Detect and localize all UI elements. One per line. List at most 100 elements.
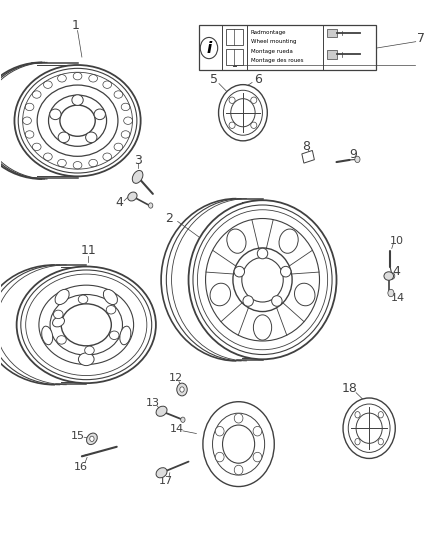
Ellipse shape xyxy=(61,304,111,346)
Ellipse shape xyxy=(132,171,143,183)
Text: 14: 14 xyxy=(391,293,406,303)
Ellipse shape xyxy=(78,295,88,304)
Text: 12: 12 xyxy=(169,373,183,383)
Text: 8: 8 xyxy=(302,140,310,153)
Bar xyxy=(226,29,243,45)
Circle shape xyxy=(388,289,394,297)
Ellipse shape xyxy=(251,97,257,103)
Ellipse shape xyxy=(212,413,265,475)
Ellipse shape xyxy=(257,248,268,259)
Text: 1: 1 xyxy=(71,19,79,32)
Ellipse shape xyxy=(227,229,246,253)
Ellipse shape xyxy=(355,411,360,418)
Ellipse shape xyxy=(156,467,167,478)
Ellipse shape xyxy=(49,95,106,146)
Ellipse shape xyxy=(378,439,383,445)
Ellipse shape xyxy=(356,413,382,443)
Text: Montage des roues: Montage des roues xyxy=(251,58,303,63)
Ellipse shape xyxy=(384,272,393,280)
Text: 18: 18 xyxy=(342,382,357,395)
Ellipse shape xyxy=(120,326,131,345)
Text: 17: 17 xyxy=(159,476,173,486)
Text: Radmontage: Radmontage xyxy=(251,30,286,35)
Ellipse shape xyxy=(21,270,152,379)
Text: 3: 3 xyxy=(134,154,141,167)
Ellipse shape xyxy=(26,274,147,376)
Ellipse shape xyxy=(50,295,123,355)
Ellipse shape xyxy=(223,425,254,463)
Bar xyxy=(327,29,336,37)
Text: 15: 15 xyxy=(71,431,85,441)
Ellipse shape xyxy=(243,296,254,306)
Ellipse shape xyxy=(242,257,283,302)
Ellipse shape xyxy=(58,132,70,143)
Ellipse shape xyxy=(229,97,235,103)
Ellipse shape xyxy=(294,283,315,306)
Ellipse shape xyxy=(94,109,106,119)
Ellipse shape xyxy=(234,266,244,277)
Text: Montage rueda: Montage rueda xyxy=(251,49,293,54)
Ellipse shape xyxy=(42,326,53,345)
Ellipse shape xyxy=(53,310,63,319)
Ellipse shape xyxy=(253,426,262,436)
Text: 7: 7 xyxy=(417,32,425,45)
Ellipse shape xyxy=(53,317,64,327)
Ellipse shape xyxy=(55,289,69,304)
Ellipse shape xyxy=(18,68,137,173)
Ellipse shape xyxy=(49,109,61,119)
Ellipse shape xyxy=(87,433,97,445)
Ellipse shape xyxy=(85,132,97,143)
Ellipse shape xyxy=(355,439,360,445)
Circle shape xyxy=(355,156,360,163)
Bar xyxy=(226,49,243,65)
Ellipse shape xyxy=(128,192,137,201)
Text: Wheel mounting: Wheel mounting xyxy=(251,39,296,44)
Text: 11: 11 xyxy=(81,244,96,257)
Ellipse shape xyxy=(198,210,328,350)
Ellipse shape xyxy=(14,65,141,176)
Ellipse shape xyxy=(231,99,255,127)
Ellipse shape xyxy=(78,353,94,366)
Ellipse shape xyxy=(210,283,230,306)
Bar xyxy=(302,150,314,163)
Circle shape xyxy=(181,417,185,422)
Ellipse shape xyxy=(215,426,224,436)
Ellipse shape xyxy=(343,398,395,458)
Text: 4: 4 xyxy=(116,196,124,209)
Ellipse shape xyxy=(37,85,118,156)
Ellipse shape xyxy=(348,404,390,453)
Bar xyxy=(327,50,336,59)
Text: 13: 13 xyxy=(146,398,160,408)
Ellipse shape xyxy=(251,122,257,128)
Text: 14: 14 xyxy=(170,424,184,434)
Ellipse shape xyxy=(279,229,298,253)
Ellipse shape xyxy=(223,90,262,135)
Circle shape xyxy=(180,387,184,392)
Ellipse shape xyxy=(233,248,292,312)
Ellipse shape xyxy=(272,296,282,306)
Ellipse shape xyxy=(219,85,267,141)
Circle shape xyxy=(177,383,187,396)
Ellipse shape xyxy=(188,200,336,359)
Text: 16: 16 xyxy=(74,462,88,472)
Ellipse shape xyxy=(234,465,243,475)
Ellipse shape xyxy=(193,205,332,354)
Ellipse shape xyxy=(106,305,116,314)
Ellipse shape xyxy=(253,453,262,462)
Ellipse shape xyxy=(103,289,117,304)
Ellipse shape xyxy=(156,406,167,416)
Circle shape xyxy=(390,273,395,279)
Ellipse shape xyxy=(23,72,132,169)
Ellipse shape xyxy=(57,336,66,344)
Ellipse shape xyxy=(17,266,156,383)
Ellipse shape xyxy=(205,219,319,341)
Ellipse shape xyxy=(110,331,119,340)
Text: 5: 5 xyxy=(210,74,218,86)
Ellipse shape xyxy=(203,402,274,487)
FancyBboxPatch shape xyxy=(199,25,376,70)
Ellipse shape xyxy=(253,315,272,340)
Text: 4: 4 xyxy=(392,265,400,278)
Text: 6: 6 xyxy=(254,74,262,86)
Text: 9: 9 xyxy=(349,148,357,160)
Ellipse shape xyxy=(378,411,383,418)
